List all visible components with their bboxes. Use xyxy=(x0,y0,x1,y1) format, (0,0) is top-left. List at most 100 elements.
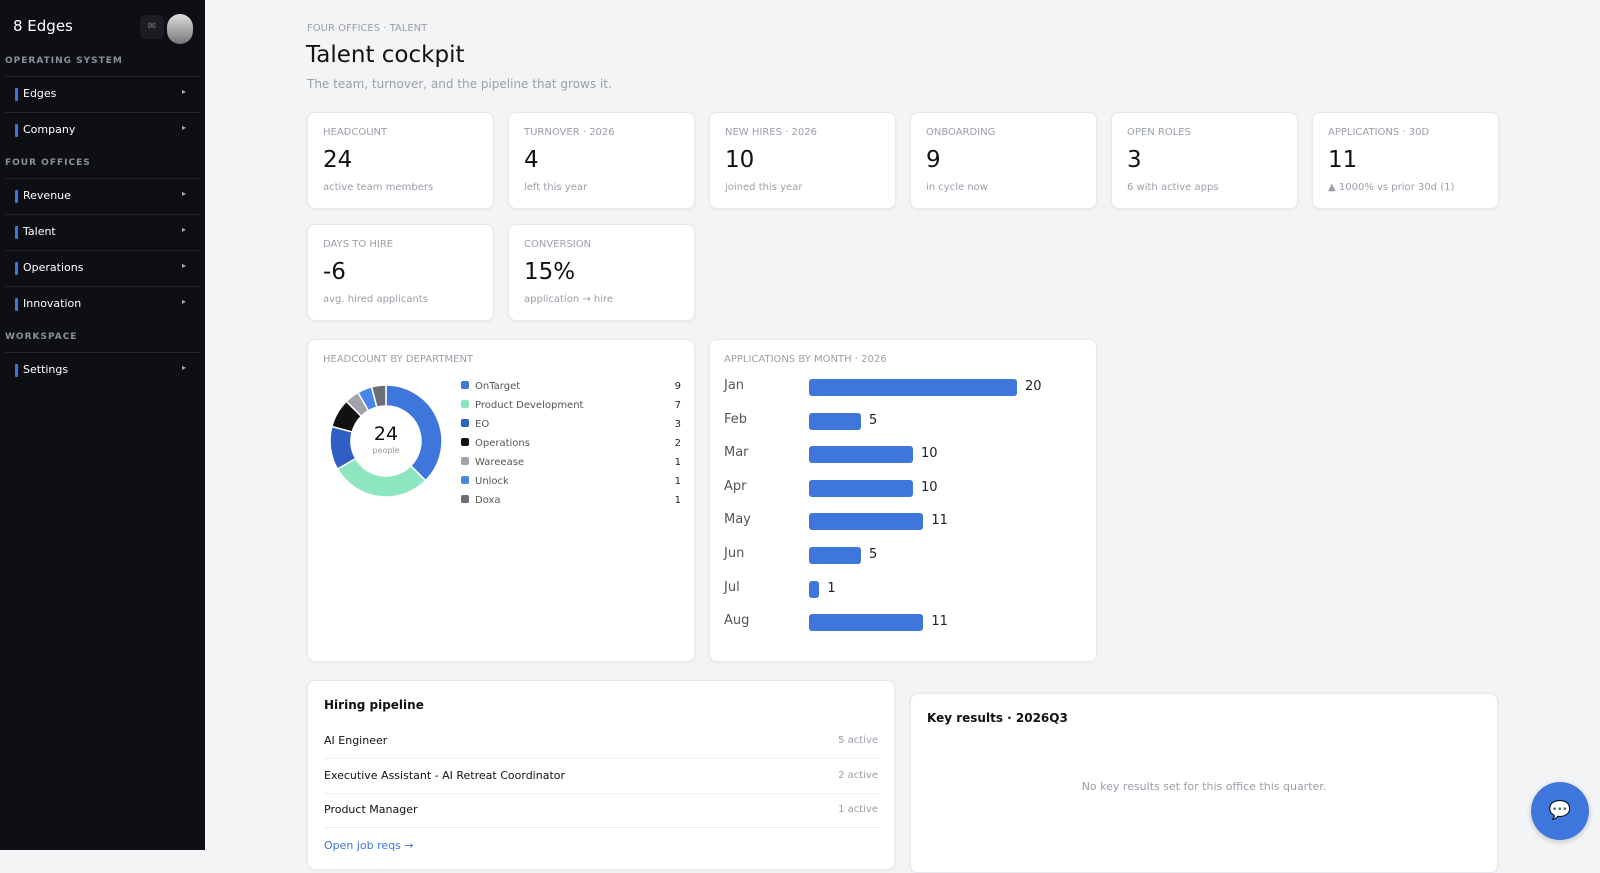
legend-swatch xyxy=(461,438,469,446)
card-title: Hiring pipeline xyxy=(324,698,424,712)
job-reqs-link[interactable]: Open job reqs → xyxy=(324,839,414,852)
kpi-card: APPLICATIONS · 30D 11 ▲ 1000% vs prior 30d… xyxy=(1312,112,1499,209)
nav-label: Operations xyxy=(23,261,84,274)
kpi-card: TURNOVER · 2026 4 left this year xyxy=(508,112,695,209)
kpi-card: DAYS TO HIRE -6 avg. hired applicants xyxy=(307,224,494,321)
bar-label: Jan xyxy=(724,378,745,393)
kpi-label: CONVERSION xyxy=(524,239,592,250)
nav-label: Talent xyxy=(23,225,56,238)
chart-title: HEADCOUNT BY DEPARTMENT xyxy=(323,354,474,365)
nav-label: Revenue xyxy=(23,189,71,202)
nav-label: Edges xyxy=(23,87,57,100)
nav-chevron: ▸ xyxy=(182,297,187,306)
bar-label: Apr xyxy=(724,478,747,494)
bar xyxy=(809,379,1017,396)
legend-value: 1 xyxy=(675,495,681,506)
legend-value: 9 xyxy=(675,381,681,392)
kpi-label: ONBOARDING xyxy=(926,127,996,138)
donut-chart: OnTarget 9 Product Development 7 EO 3 Operatio… xyxy=(329,381,681,506)
nav-marker xyxy=(15,226,18,239)
nav-chevron: ▸ xyxy=(182,123,187,132)
nav-chevron: ▸ xyxy=(182,261,187,270)
pipeline-role[interactable]: Product Manager xyxy=(324,803,418,816)
mail-button[interactable]: ✉ xyxy=(140,15,164,39)
legend-value: 1 xyxy=(675,457,681,468)
pipeline-status: 2 active xyxy=(838,769,878,781)
nav-marker xyxy=(15,262,18,275)
legend-label: Wareease xyxy=(475,457,524,468)
nav-marker xyxy=(15,298,18,311)
nav-item[interactable]: Talent ▸ xyxy=(5,214,200,250)
bar xyxy=(809,580,820,598)
donut-center-value: 24 xyxy=(374,423,398,445)
kpi-note: ▲ 1000% vs prior 30d (1) xyxy=(1328,182,1455,193)
kpi-label: OPEN ROLES xyxy=(1127,127,1191,138)
sidebar: 8 Edges ✉ OPERATING SYSTEM Edges ▸ Company ▸… xyxy=(0,0,205,850)
bar-value: 5 xyxy=(869,547,878,562)
brand[interactable]: 8 Edges xyxy=(13,17,73,35)
bar xyxy=(809,479,913,497)
nav-label: Company xyxy=(23,123,76,136)
nav-item[interactable]: Revenue ▸ xyxy=(5,178,200,214)
legend-swatch xyxy=(461,400,469,408)
page-subtitle: The team, turnover, and the pipeline tha… xyxy=(307,77,612,91)
legend-value: 2 xyxy=(675,438,681,449)
kpi-card: ONBOARDING 9 in cycle now xyxy=(910,112,1097,209)
bar-value: 1 xyxy=(827,580,836,596)
department-card: HEADCOUNT BY DEPARTMENT OnTarget 9 Product… xyxy=(307,339,695,662)
kpi-note: active team members xyxy=(323,182,434,193)
kpi-card: NEW HIRES · 2026 10 joined this year xyxy=(709,112,896,209)
bar-value: 5 xyxy=(869,412,878,428)
legend-label: OnTarget xyxy=(475,381,520,392)
bar-label: Feb xyxy=(724,411,748,427)
bar-value: 11 xyxy=(931,614,948,630)
legend-label: Unlock xyxy=(475,476,509,487)
kpi-note: joined this year xyxy=(725,182,803,193)
bar xyxy=(809,547,861,564)
kpi-value: 11 xyxy=(1328,147,1358,173)
bar-value: 10 xyxy=(921,446,938,462)
bar-value: 11 xyxy=(931,513,948,529)
donut-slice xyxy=(385,384,443,482)
nav-label: Innovation xyxy=(23,297,82,310)
legend-value: 7 xyxy=(675,400,681,411)
legend-label: Product Development xyxy=(475,400,584,411)
kpi-value: 15% xyxy=(524,259,576,285)
chat-button[interactable]: 💬 xyxy=(1531,782,1589,840)
nav-item[interactable]: Company ▸ xyxy=(5,112,200,148)
bar xyxy=(809,446,913,464)
pipeline-role[interactable]: AI Engineer xyxy=(324,734,388,747)
applications-card: APPLICATIONS BY MONTH · 2026 Jan 20 Feb 5 Ma… xyxy=(709,339,1097,662)
nav-item[interactable]: Edges ▸ xyxy=(5,76,200,112)
nav-item[interactable]: Operations ▸ xyxy=(5,250,200,286)
nav-chevron: ▸ xyxy=(182,189,187,198)
bar-label: May xyxy=(724,512,751,528)
nav-marker xyxy=(15,124,18,137)
bar-label: Jun xyxy=(724,546,745,561)
legend-swatch xyxy=(461,457,469,465)
row-divider xyxy=(324,792,880,794)
legend-value: 3 xyxy=(675,419,681,430)
page-title: Talent cockpit xyxy=(306,42,465,68)
nav-item[interactable]: Innovation ▸ xyxy=(5,286,200,322)
breadcrumb: FOUR OFFICES · TALENT xyxy=(307,23,428,34)
kpi-note: 6 with active apps xyxy=(1127,182,1219,193)
pipeline-role[interactable]: Executive Assistant - AI Retreat Coordin… xyxy=(324,768,566,782)
kpi-note: in cycle now xyxy=(926,182,988,193)
legend-label: Operations xyxy=(475,438,530,449)
legend-swatch xyxy=(461,419,469,427)
bar xyxy=(809,412,861,430)
nav-label: Settings xyxy=(23,363,69,376)
avatar[interactable] xyxy=(167,14,193,44)
nav-item[interactable]: Settings ▸ xyxy=(5,352,200,388)
bar-value: 10 xyxy=(921,479,938,495)
legend-label: EO xyxy=(475,419,489,430)
legend-swatch xyxy=(461,381,469,389)
bar-label: Aug xyxy=(724,613,750,629)
kpi-label: APPLICATIONS · 30D xyxy=(1328,127,1430,138)
empty-state: No key results set for this office this … xyxy=(1081,780,1327,793)
section-title: OPERATING SYSTEM xyxy=(5,56,123,66)
section-title: WORKSPACE xyxy=(5,332,78,342)
bar-value: 20 xyxy=(1025,379,1042,394)
